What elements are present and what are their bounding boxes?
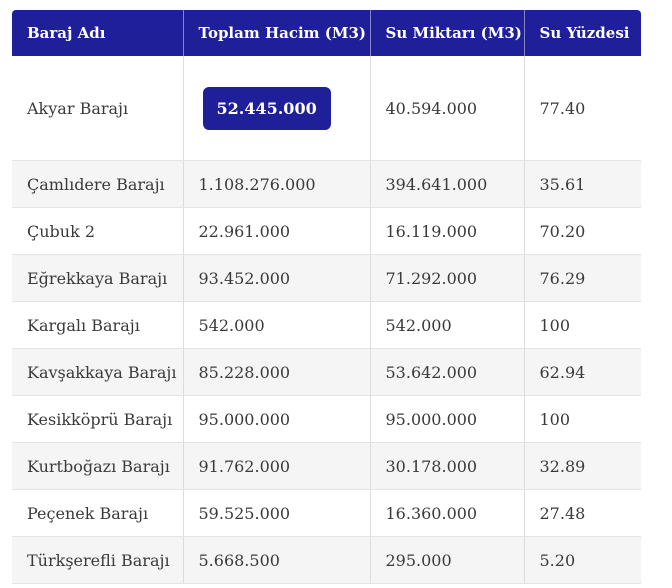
table-row: Kavşakkaya Barajı 85.228.000 53.642.000 … [12,348,641,396]
table-header-row: Baraj Adı Toplam Hacim (M3) Su Miktarı (… [12,10,641,56]
water-amount-cell: 542.000 [370,301,525,349]
water-percentage-cell: 70.20 [524,207,641,255]
water-amount-cell: 295.000 [370,536,525,584]
table-row: Akyar Barajı 52.445.000 40.594.000 77.40 [12,56,641,161]
water-percentage-cell: 100 [524,301,641,349]
water-amount-cell: 53.642.000 [370,348,525,396]
header-dam-name[interactable]: Baraj Adı [12,10,184,56]
total-volume-cell: 93.452.000 [183,254,371,302]
water-amount-cell: 394.641.000 [370,160,525,208]
water-amount-cell: 30.178.000 [370,442,525,490]
water-amount-cell: 16.119.000 [370,207,525,255]
total-volume-cell: 59.525.000 [183,489,371,537]
water-percentage-cell: 100 [524,395,641,443]
water-percentage-cell: 27.48 [524,489,641,537]
header-total-volume[interactable]: Toplam Hacim (M3) [183,10,371,56]
water-amount-cell: 95.000.000 [370,395,525,443]
table-row: Kurtboğazı Barajı 91.762.000 30.178.000 … [12,442,641,490]
table-row: Çubuk 2 22.961.000 16.119.000 70.20 [12,207,641,255]
dam-name-cell: Kesikköprü Barajı [12,395,184,443]
dam-name-cell: Türkşerefli Barajı [12,536,184,584]
table-row: Çamlıdere Barajı 1.108.276.000 394.641.0… [12,160,641,208]
water-amount-cell: 71.292.000 [370,254,525,302]
water-percentage-cell: 77.40 [524,56,641,161]
dam-name-cell: Akyar Barajı [12,56,184,161]
table-row: Eğrekkaya Barajı 93.452.000 71.292.000 7… [12,254,641,302]
dam-name-cell: Çubuk 2 [12,207,184,255]
water-amount-cell: 40.594.000 [370,56,525,161]
water-amount-cell: 16.360.000 [370,489,525,537]
table-row: Kesikköprü Barajı 95.000.000 95.000.000 … [12,395,641,443]
total-volume-cell: 95.000.000 [183,395,371,443]
dam-name-cell: Peçenek Barajı [12,489,184,537]
dam-name-cell: Çamlıdere Barajı [12,160,184,208]
total-volume-cell: 5.668.500 [183,536,371,584]
dam-name-cell: Kavşakkaya Barajı [12,348,184,396]
dam-table-container: Baraj Adı Toplam Hacim (M3) Su Miktarı (… [12,10,641,584]
table-row: Peçenek Barajı 59.525.000 16.360.000 27.… [12,489,641,537]
total-volume-cell: 85.228.000 [183,348,371,396]
water-percentage-cell: 5.20 [524,536,641,584]
total-volume-cell: 91.762.000 [183,442,371,490]
water-percentage-cell: 32.89 [524,442,641,490]
dam-table: Baraj Adı Toplam Hacim (M3) Su Miktarı (… [12,10,641,584]
header-water-percentage[interactable]: Su Yüzdesi [524,10,641,56]
total-volume-cell: 52.445.000 [183,56,371,161]
water-percentage-cell: 35.61 [524,160,641,208]
total-volume-cell: 542.000 [183,301,371,349]
water-percentage-cell: 76.29 [524,254,641,302]
table-row: Türkşerefli Barajı 5.668.500 295.000 5.2… [12,536,641,584]
dam-name-cell: Kargalı Barajı [12,301,184,349]
dam-name-cell: Eğrekkaya Barajı [12,254,184,302]
highlighted-volume-badge[interactable]: 52.445.000 [202,86,331,130]
total-volume-cell: 22.961.000 [183,207,371,255]
water-percentage-cell: 62.94 [524,348,641,396]
header-water-amount[interactable]: Su Miktarı (M3) [370,10,525,56]
total-volume-cell: 1.108.276.000 [183,160,371,208]
table-row: Kargalı Barajı 542.000 542.000 100 [12,301,641,349]
dam-name-cell: Kurtboğazı Barajı [12,442,184,490]
